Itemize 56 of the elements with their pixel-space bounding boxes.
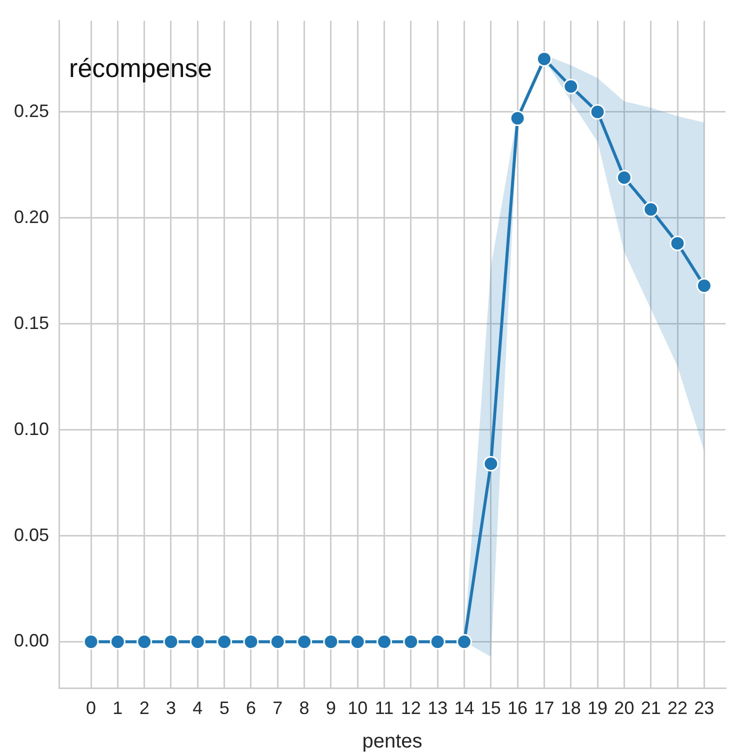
x-tick-label: 20 [614, 698, 634, 718]
point [510, 110, 526, 126]
x-axis-title: pentes [362, 730, 422, 753]
x-tick-label: 11 [374, 698, 394, 718]
point [163, 634, 179, 650]
x-tick-label: 7 [272, 698, 283, 718]
x-tick-label: 9 [326, 698, 336, 718]
point [270, 634, 286, 650]
point [136, 634, 152, 650]
point [536, 51, 552, 67]
x-tick-label: 14 [454, 698, 474, 718]
point [376, 634, 392, 650]
x-tick-label: 1 [112, 698, 123, 718]
point [403, 634, 419, 650]
x-tick-label: 13 [428, 698, 448, 718]
point [190, 634, 206, 650]
x-tick-label: 2 [139, 698, 150, 718]
point [670, 236, 686, 252]
x-tick-label: 8 [299, 698, 310, 718]
point [456, 634, 472, 650]
x-tick-label: 22 [668, 698, 688, 718]
point [616, 170, 632, 186]
y-tick-label: 0.05 [14, 524, 50, 545]
x-tick-label: 17 [534, 698, 554, 718]
point [563, 78, 579, 94]
point [243, 634, 259, 650]
point [350, 634, 366, 650]
point [296, 634, 312, 650]
y-tick-label: 0.15 [14, 312, 50, 333]
text: récompense [69, 52, 212, 83]
point [216, 634, 232, 650]
x-tick-label: 19 [588, 698, 608, 718]
point [83, 634, 99, 650]
point [110, 634, 126, 650]
x-tick-label: 6 [246, 698, 256, 718]
point [590, 104, 606, 120]
x-tick-label: 4 [192, 698, 203, 718]
y-tick-label: 0.10 [14, 418, 50, 439]
point [696, 278, 712, 294]
x-tick-label: 18 [560, 698, 581, 718]
y-tick-label: 0.00 [14, 630, 50, 651]
y-tick-label: 0.25 [14, 100, 50, 121]
point [643, 202, 659, 218]
x-tick-label: 5 [219, 698, 230, 718]
x-tick-label: 10 [348, 698, 368, 718]
x-tick-label: 12 [400, 698, 421, 718]
point [323, 634, 339, 650]
x-tick-label: 21 [640, 698, 661, 718]
x-tick-label: 23 [694, 698, 714, 718]
x-tick-label: 3 [166, 698, 176, 718]
x-tick-label: 16 [508, 698, 528, 718]
point [483, 456, 499, 472]
x-tick-label: 15 [480, 698, 501, 718]
y-tick-label: 0.20 [14, 206, 50, 227]
point [430, 634, 446, 650]
x-tick-label: 0 [86, 698, 96, 718]
